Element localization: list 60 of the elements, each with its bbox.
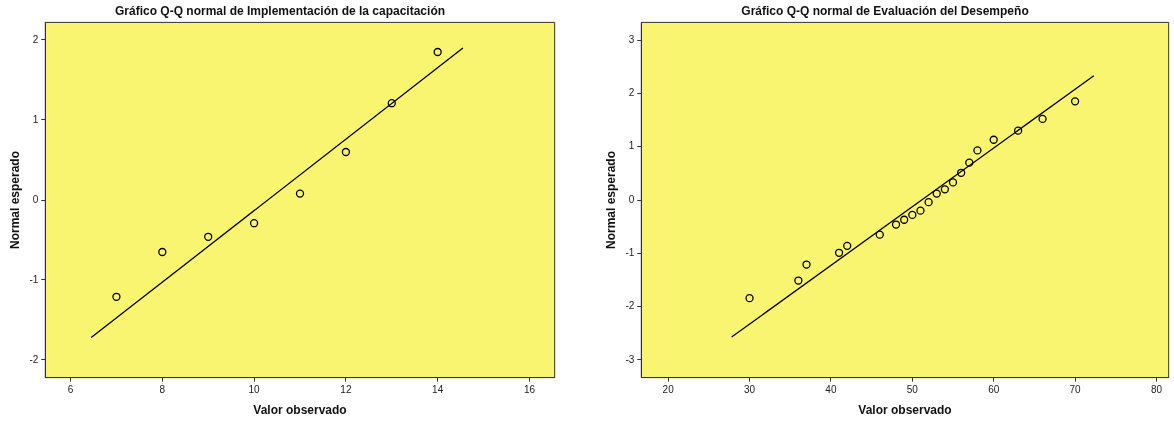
point (908, 210, 917, 220)
point (433, 47, 442, 57)
x-tick-label: 40 (825, 384, 837, 396)
y-tick-label: 2 (628, 87, 635, 99)
y-tick-label: 1 (628, 140, 635, 152)
point (989, 135, 998, 144)
x-tick-label: 30 (743, 384, 756, 396)
point (932, 189, 941, 198)
x-tick-label: 50 (906, 384, 919, 396)
x-tick-label: 12 (340, 384, 352, 396)
x-axis-title: Valor observado (858, 403, 952, 418)
x-tick-label: 6 (67, 384, 74, 396)
y-tick-label: -3 (625, 353, 635, 365)
point (973, 146, 982, 155)
y-tick-label: 1 (32, 113, 39, 125)
point (957, 168, 966, 177)
y-axis-title: Normal esperado (603, 150, 618, 250)
x-tick-label: 20 (662, 384, 675, 396)
point (802, 260, 811, 269)
x-tick-label: 16 (523, 384, 536, 396)
chart-title: Gráfico Q-Q normal de Evaluación del Desempeño (741, 3, 1029, 18)
chart-title: Gráfico Q-Q normal de Implementación de la capacitación (114, 3, 446, 18)
x-tick-label: 70 (1069, 384, 1082, 396)
point (1038, 114, 1047, 124)
point (295, 189, 305, 198)
x-tick-label: 60 (988, 384, 1000, 396)
point (1070, 97, 1080, 106)
x-tick-label: 80 (1150, 384, 1163, 396)
point (341, 147, 351, 157)
y-tick-label: -1 (29, 273, 39, 285)
y-tick-label: -2 (625, 300, 635, 312)
x-tick-label: 8 (159, 384, 166, 396)
point (745, 293, 754, 303)
point (843, 241, 852, 251)
x-axis-title: Valor observado (253, 403, 347, 418)
point (158, 247, 167, 257)
point (924, 197, 933, 207)
point (204, 232, 213, 241)
y-tick-label: -1 (625, 247, 635, 259)
y-tick-label: 0 (32, 193, 39, 205)
point (794, 276, 803, 285)
y-tick-label: -2 (29, 353, 39, 365)
point (112, 292, 121, 301)
y-tick-label: 0 (628, 193, 635, 205)
point (891, 220, 901, 229)
point (940, 185, 950, 194)
point (834, 248, 844, 257)
point (387, 99, 396, 108)
point (900, 215, 909, 224)
x-tick-label: 10 (248, 384, 261, 396)
x-tick-label: 14 (432, 384, 444, 396)
y-tick-label: 2 (32, 33, 39, 45)
point (916, 206, 925, 215)
point (948, 178, 958, 187)
y-axis-title: Normal esperado (7, 150, 22, 250)
point (249, 219, 259, 228)
point (965, 158, 974, 167)
point (875, 230, 884, 239)
point (1013, 126, 1023, 135)
y-tick-label: 3 (628, 33, 635, 45)
